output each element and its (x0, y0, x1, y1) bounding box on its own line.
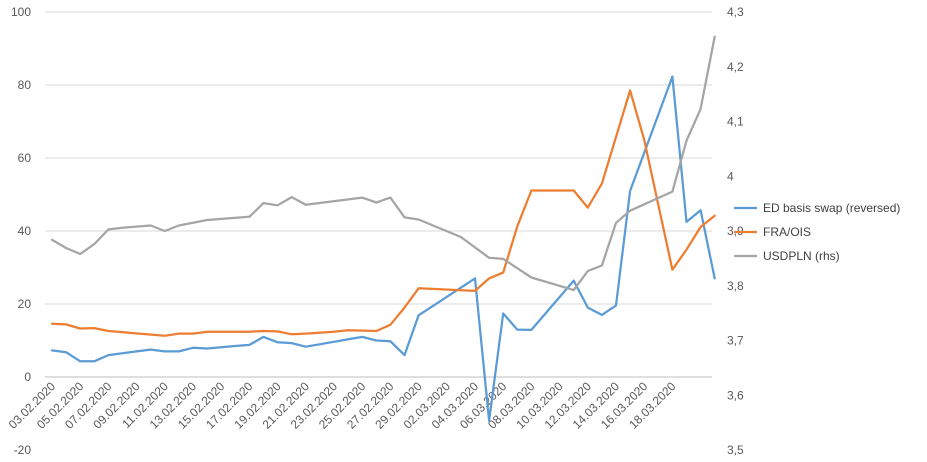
legend-label: FRA/OIS (763, 225, 811, 239)
x-axis-tick-labels: 03.02.202005.02.202007.02.202009.02.2020… (6, 379, 679, 432)
legend-label: ED basis swap (reversed) (763, 201, 900, 215)
legend: ED basis swap (reversed) FRA/OIS USDPLN (r… (734, 201, 900, 263)
left-y-axis: 100 80 60 40 20 0 -20 (11, 5, 31, 457)
left-y-tick-label: 100 (11, 5, 31, 19)
series-line-3 (50, 35, 716, 292)
left-y-tick-label: 80 (18, 78, 32, 92)
left-y-tick-label: 20 (18, 297, 32, 311)
left-y-tick-label: 60 (18, 151, 32, 165)
right-y-tick-label: 4,1 (727, 115, 744, 129)
right-y-tick-label: 3,8 (727, 279, 744, 293)
right-y-tick-label: 3,5 (727, 443, 744, 457)
right-y-tick-label: 4,2 (727, 60, 744, 74)
series-line-2 (50, 89, 716, 337)
left-y-tick-label: 0 (24, 370, 31, 384)
right-y-tick-label: 3,6 (727, 388, 744, 402)
gridlines (45, 11, 712, 305)
series-line-1 (50, 75, 716, 422)
legend-label: USDPLN (rhs) (763, 249, 840, 263)
series-lines (50, 35, 716, 422)
right-y-tick-label: 4 (727, 169, 734, 183)
left-y-tick-label: -20 (14, 443, 32, 457)
right-y-axis: 4,34,24,143,93,83,73,63,5 (727, 5, 744, 457)
right-y-tick-label: 3,7 (727, 334, 744, 348)
right-y-tick-label: 4,3 (727, 5, 744, 19)
left-y-tick-label: 40 (18, 224, 32, 238)
